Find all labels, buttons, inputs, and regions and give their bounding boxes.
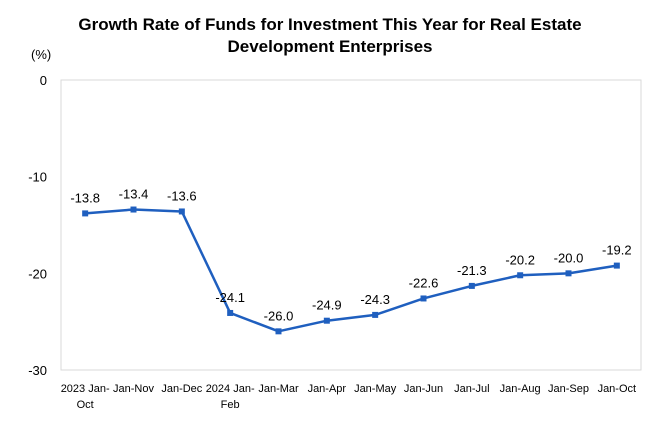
x-tick-label: Jan-Jun (404, 383, 443, 395)
data-point-marker[interactable] (130, 206, 137, 213)
plot-area (60, 79, 642, 371)
data-point-marker[interactable] (178, 208, 185, 215)
data-point-marker[interactable] (613, 262, 620, 269)
data-point-marker[interactable] (372, 311, 379, 318)
y-tick-label: 0 (40, 73, 47, 88)
chart-title-line-1: Growth Rate of Funds for Investment This… (78, 15, 582, 34)
data-label: -20.2 (505, 252, 535, 267)
data-label: -24.3 (360, 292, 390, 307)
data-label: -13.6 (167, 188, 197, 203)
data-point-marker[interactable] (468, 282, 475, 289)
data-label: -24.1 (215, 290, 245, 305)
y-tick-label: -20 (28, 266, 47, 281)
data-label: -13.4 (119, 187, 149, 202)
data-point-marker[interactable] (420, 295, 427, 302)
x-tick-label: Jan-Sep (548, 383, 589, 395)
x-tick-label: Jan-Nov (113, 383, 154, 395)
data-point-marker[interactable] (323, 317, 330, 324)
x-tick-label: Jan-Jul (454, 383, 489, 395)
x-tick-label: Jan-Mar (258, 383, 299, 395)
data-label: -26.0 (264, 308, 294, 323)
x-tick-label: 2023 Jan-Oct (61, 383, 110, 411)
x-tick-label: Jan-May (354, 383, 397, 395)
chart-title: Growth Rate of Funds for Investment This… (0, 14, 660, 58)
x-tick-label: 2024 Jan-Feb (206, 383, 255, 411)
data-label: -20.0 (554, 250, 584, 265)
x-tick-label: Jan-Aug (500, 383, 541, 395)
x-tick-label: Jan-Dec (161, 383, 202, 395)
data-label: -21.3 (457, 263, 487, 278)
data-point-marker[interactable] (517, 272, 524, 279)
series-line (85, 208, 618, 333)
data-point-marker[interactable] (82, 210, 89, 217)
y-tick-label: -30 (28, 363, 47, 378)
x-tick-label: Jan-Apr (308, 383, 347, 395)
data-label: -19.2 (602, 243, 632, 258)
data-point-marker[interactable] (275, 328, 282, 335)
data-label: -22.6 (409, 275, 439, 290)
y-axis-unit-label: (%) (31, 47, 52, 62)
data-label: -24.9 (312, 298, 342, 313)
chart-title-line-2: Development Enterprises (227, 37, 433, 56)
data-label: -13.8 (70, 190, 100, 205)
y-tick-label: -10 (28, 170, 47, 185)
data-point-marker[interactable] (565, 270, 572, 277)
x-tick-label: Jan-Oct (598, 383, 637, 395)
data-point-marker[interactable] (227, 309, 234, 316)
